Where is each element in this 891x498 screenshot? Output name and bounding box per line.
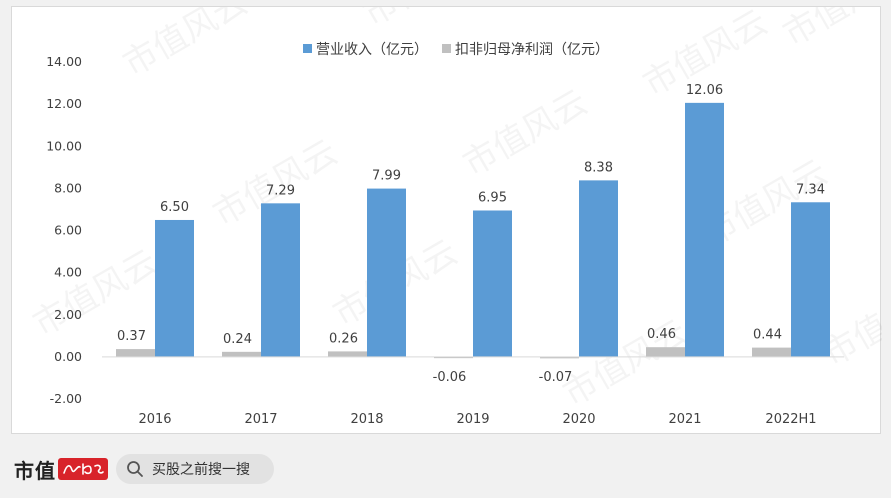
data-label: 6.50 xyxy=(160,200,189,215)
bar-net-profit-2018 xyxy=(328,351,367,357)
data-label: 0.24 xyxy=(223,332,252,347)
bar-net-profit-2020 xyxy=(540,356,579,359)
y-tick-label: 8.00 xyxy=(54,180,82,195)
y-tick-label: 14.00 xyxy=(46,54,82,69)
bar-net-profit-2022H1 xyxy=(752,347,791,357)
x-tick-label: 2017 xyxy=(244,412,277,427)
bar-revenue-2021 xyxy=(685,102,724,357)
brand-name: 市值 xyxy=(14,458,56,483)
search-placeholder: 买股之前搜一搜 xyxy=(152,462,250,478)
x-tick-label: 2019 xyxy=(456,412,489,427)
bars-layer: 0.37 6.50 0.24 7.29 0.26 7.99 -0.06 6.95 -0.07 8.… xyxy=(116,83,830,385)
watermark-text: 市值风云 xyxy=(777,7,883,55)
y-tick-label: 2.00 xyxy=(54,307,82,322)
data-label: 7.34 xyxy=(796,182,825,197)
x-tick-label: 2021 xyxy=(668,412,701,427)
y-tick-label: 4.00 xyxy=(54,265,82,280)
bar-chart: 市值风云市值风云市值风云市值风云市值风云市值风云市值风云市值风云市值风云市值风云… xyxy=(27,7,883,427)
bar-net-profit-2017 xyxy=(222,351,261,357)
legend-swatch xyxy=(303,44,312,53)
y-tick-label: 0.00 xyxy=(54,349,82,364)
x-tick-label: 2022H1 xyxy=(765,412,816,427)
search-bar[interactable]: 买股之前搜一搜 xyxy=(116,454,274,484)
legend-swatch xyxy=(442,44,451,53)
footer-bar: 市值 买股之前搜一搜 xyxy=(0,440,891,498)
search-icon xyxy=(127,461,143,477)
bar-revenue-2018 xyxy=(367,188,406,357)
y-tick-label: -2.00 xyxy=(50,391,82,406)
data-label: 0.26 xyxy=(329,331,358,346)
watermark-text: 市值风云 xyxy=(117,7,255,85)
y-axis: -2.00 0.00 2.00 4.00 6.00 8.00 10.00 12.00 14.00 xyxy=(46,54,82,406)
bar-net-profit-2021 xyxy=(646,347,685,357)
y-tick-label: 12.00 xyxy=(46,96,82,111)
chart-card: 市值风云市值风云市值风云市值风云市值风云市值风云市值风云市值风云市值风云市值风云… xyxy=(11,6,883,434)
data-label: 0.46 xyxy=(647,327,676,342)
data-label: 7.29 xyxy=(266,183,295,198)
data-label: -0.06 xyxy=(433,370,467,385)
bar-revenue-2020 xyxy=(579,180,618,357)
brand-logo[interactable]: 市值 xyxy=(14,454,108,484)
bar-revenue-2016 xyxy=(155,219,194,357)
bar-revenue-2017 xyxy=(261,203,300,357)
y-tick-label: 10.00 xyxy=(46,138,82,153)
watermark-text: 市值风云 xyxy=(357,7,495,35)
bar-net-profit-2016 xyxy=(116,349,155,357)
legend-label: 营业收入（亿元） xyxy=(316,42,428,58)
watermark-text: 市值风云 xyxy=(457,82,595,185)
data-label: -0.07 xyxy=(539,370,573,385)
bar-revenue-2019 xyxy=(473,210,512,357)
x-tick-label: 2016 xyxy=(138,412,171,427)
data-label: 8.38 xyxy=(584,160,613,175)
legend-label: 扣非归母净利润（亿元） xyxy=(455,41,609,58)
bar-net-profit-2019 xyxy=(434,356,473,359)
brand-seal-icon xyxy=(58,458,108,480)
data-label: 0.37 xyxy=(117,329,146,344)
data-label: 7.99 xyxy=(372,169,401,184)
x-axis: 2016 2017 2018 2019 2020 2021 2022H1 xyxy=(102,356,844,427)
x-tick-label: 2020 xyxy=(562,412,595,427)
data-label: 0.44 xyxy=(753,328,782,343)
legend: 营业收入（亿元） 扣非归母净利润（亿元） xyxy=(303,41,609,58)
bar-revenue-2022H1 xyxy=(791,202,830,357)
data-label: 6.95 xyxy=(478,190,507,205)
y-tick-label: 6.00 xyxy=(54,223,82,238)
x-tick-label: 2018 xyxy=(350,412,383,427)
data-label: 12.06 xyxy=(686,83,723,98)
